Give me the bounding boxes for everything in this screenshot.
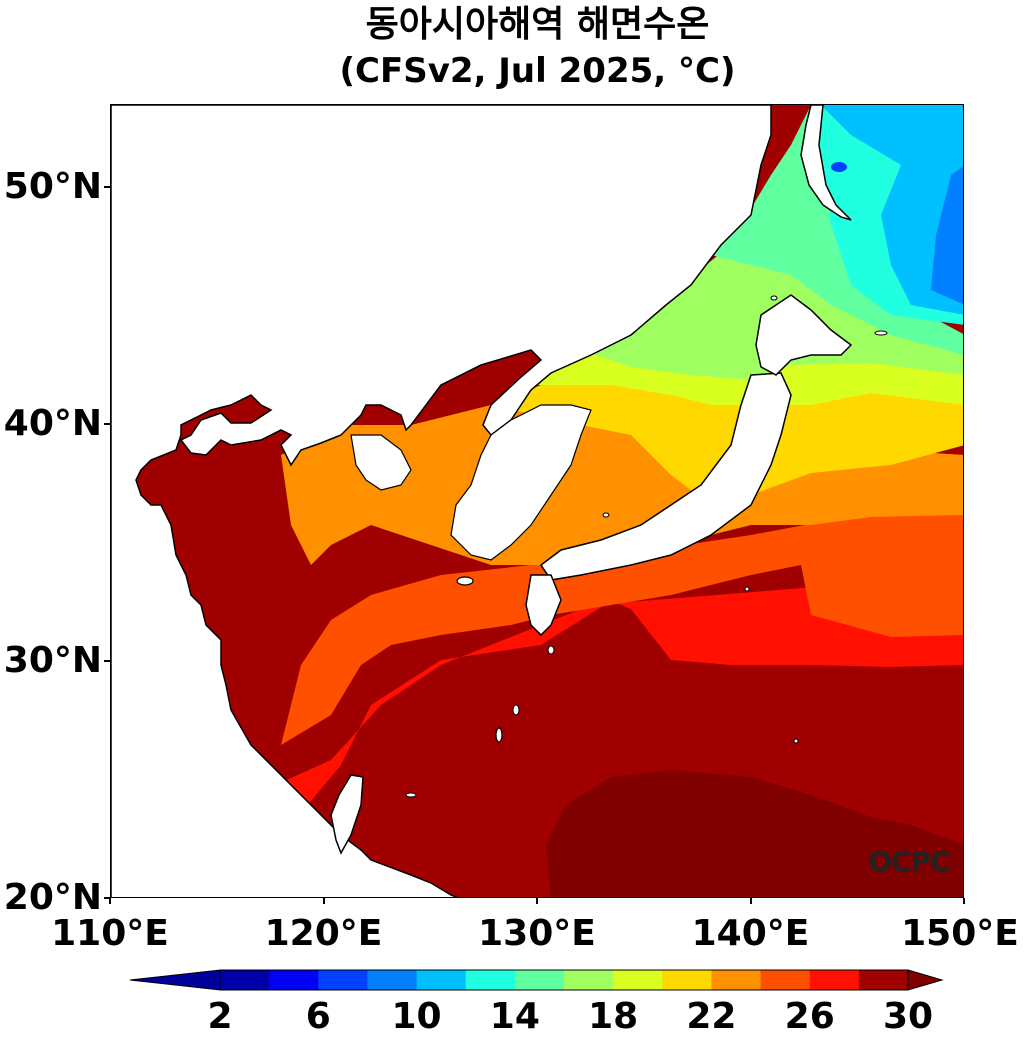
lon-tick-label: 150°E (901, 913, 1019, 954)
colorbar-tick-label: 26 (784, 996, 835, 1037)
land-mainland (111, 105, 772, 897)
land-taiwan (330, 774, 364, 855)
land-japan-kyushu (525, 574, 562, 637)
map-title: 동아시아해역 해면수온 (365, 4, 710, 45)
land-japan-hokkaido (755, 294, 853, 376)
lon-tick-mark (963, 898, 965, 904)
colorbar-segment (269, 970, 319, 990)
colorbar-segment (613, 970, 663, 990)
colorbar-segment (416, 970, 467, 990)
lat-tick-label: 50°N (3, 165, 102, 207)
colorbar-segment (514, 970, 565, 990)
lat-tick-label: 30°N (3, 639, 102, 681)
colorbar-over-arrow (907, 969, 944, 991)
ocpc-watermark: OCPC (868, 845, 950, 878)
lon-tick-mark (536, 898, 538, 904)
colorbar-tick-label: 14 (489, 996, 540, 1037)
sst-band-26-28 (111, 575, 963, 897)
lon-tick-mark (109, 898, 111, 904)
sst-band-24-26 (281, 495, 963, 745)
land-okinawa-island (495, 727, 503, 743)
lon-tick-label: 120°E (264, 913, 383, 954)
lat-tick-label: 20°N (3, 877, 102, 918)
colorbar-tick-label: 22 (686, 996, 737, 1037)
colorbar-segment (711, 970, 762, 990)
land-island-small-2 (547, 645, 555, 655)
sst-band-30-plus (546, 770, 963, 897)
sst-band-8-10 (931, 166, 963, 305)
map-subtitle: (CFSv2, Jul 2025, °C) (339, 51, 736, 91)
land-island-small-1 (512, 704, 520, 716)
lon-tick-mark (322, 898, 325, 904)
lat-tick-label: 40°N (3, 402, 102, 444)
colorbar-tick-label: 30 (882, 996, 934, 1037)
lon-tick-label: 110°E (51, 913, 169, 954)
colorbar-segment (809, 970, 860, 990)
sst-band-16-18 (581, 195, 963, 380)
lat-tick-mark (104, 659, 110, 662)
lat-tick-mark (104, 185, 110, 188)
land-island-small-7 (744, 586, 750, 592)
sst-map (110, 104, 964, 898)
colorbar-tick-label: 6 (305, 996, 331, 1037)
land-island-small-8 (793, 738, 799, 744)
lat-tick-mark (104, 422, 110, 425)
colorbar-segment (367, 970, 418, 990)
lon-tick-label: 140°E (691, 913, 810, 954)
land-island-small-5 (770, 295, 778, 301)
colorbar-tick-label: 10 (391, 996, 442, 1037)
sst-band-14-16 (711, 105, 963, 355)
colorbar-frame (219, 969, 909, 991)
sst-band-6-8 (831, 162, 847, 172)
colorbar-segment (318, 970, 368, 990)
colorbar-segment (564, 970, 614, 990)
colorbar-segment (662, 970, 712, 990)
colorbar-under-arrow (129, 969, 221, 991)
sst-map-svg (111, 105, 963, 897)
land-island-small-3 (405, 792, 417, 798)
land-japan-honshu (539, 372, 792, 581)
lon-tick-mark (749, 898, 752, 904)
land-island-small-6 (874, 330, 888, 336)
colorbar-segment (220, 970, 270, 990)
colorbar-tick-label: 18 (588, 996, 639, 1037)
land-island-small-4 (602, 512, 610, 518)
colorbar-segment (760, 970, 811, 990)
sst-band-10-12 (821, 105, 963, 315)
land-jeju-island (456, 576, 474, 586)
colorbar-tick-label: 2 (207, 996, 233, 1037)
land-sakhalin (800, 105, 852, 221)
colorbar-segment (858, 970, 909, 990)
lon-tick-label: 130°E (478, 913, 596, 954)
colorbar-segment (465, 970, 516, 990)
colorbar (129, 969, 944, 991)
lat-tick-mark (104, 897, 110, 899)
land-shandong (350, 434, 412, 491)
land-korea-tip (450, 404, 592, 561)
